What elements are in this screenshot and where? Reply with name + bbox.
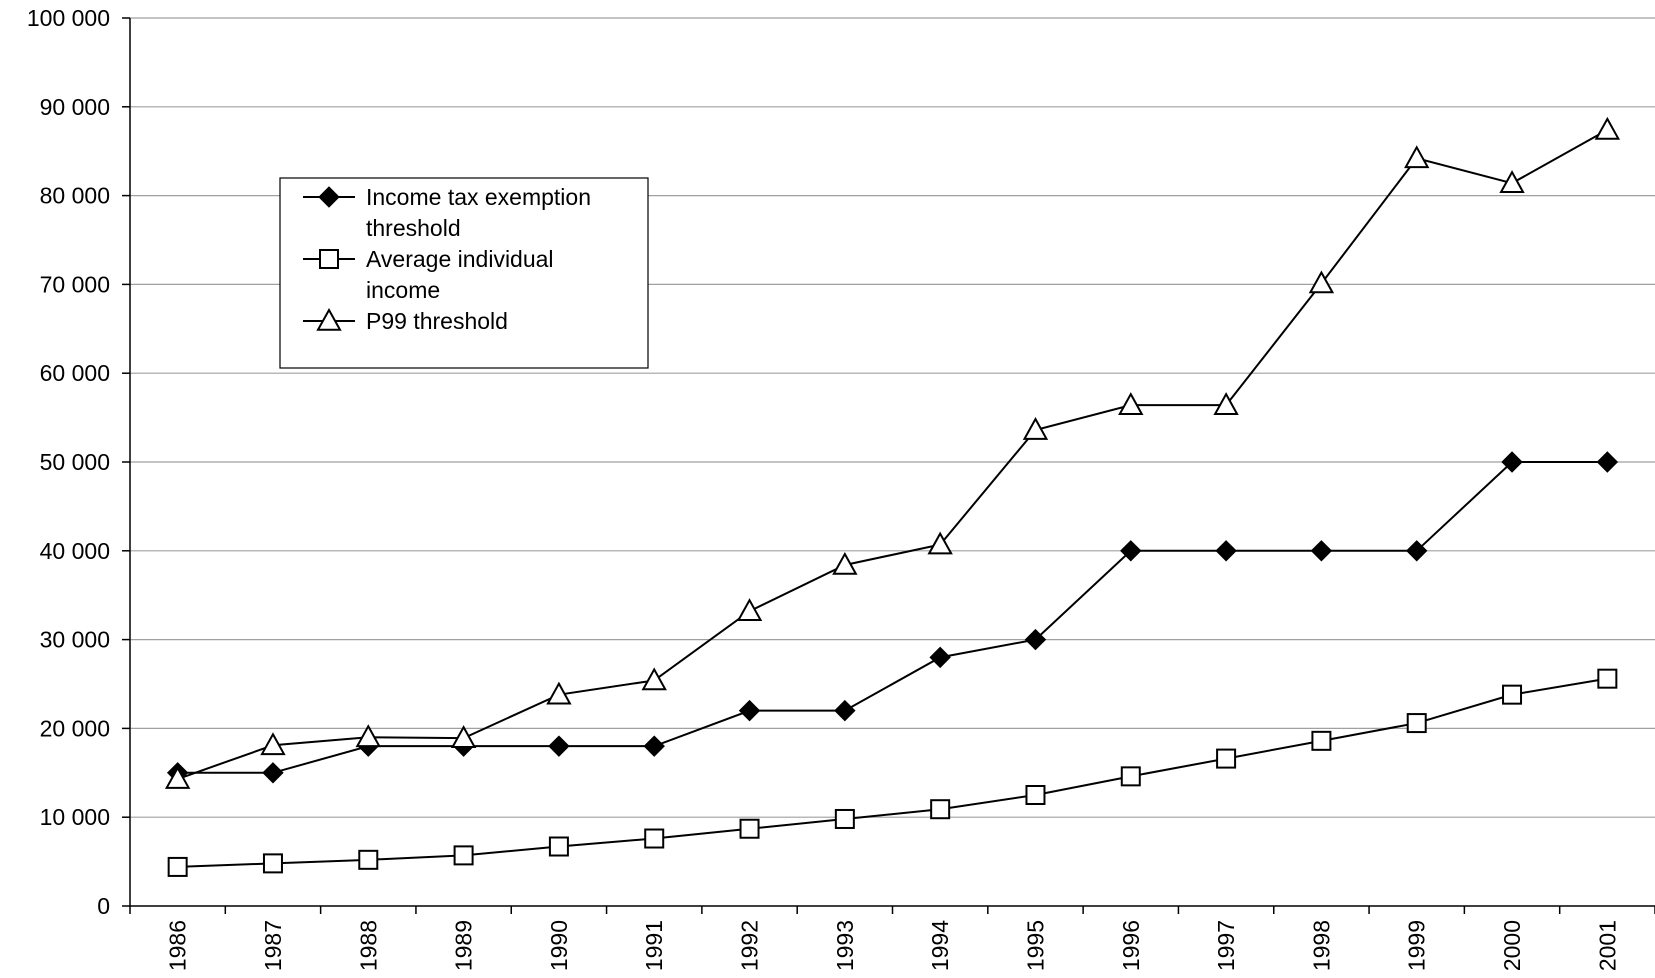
data-point <box>167 856 188 877</box>
data-point <box>739 818 760 839</box>
x-tick-label: 1995 <box>1022 920 1048 971</box>
legend-label: threshold <box>366 215 461 241</box>
x-tick-label: 1997 <box>1213 920 1239 971</box>
data-point <box>548 836 569 857</box>
x-tick-label: 1991 <box>641 920 667 971</box>
x-tick-label: 2000 <box>1499 920 1525 971</box>
x-tick-label: 1989 <box>451 920 477 971</box>
data-point <box>834 699 856 722</box>
y-tick-label: 30 000 <box>40 627 110 653</box>
data-point <box>1024 628 1047 651</box>
series-1 <box>167 668 1618 877</box>
axes: 0 10 000 20 000 30 000 40 000 50 000 60 000 70 … <box>27 5 1655 971</box>
series-group <box>164 116 1621 877</box>
y-tick-label: 80 000 <box>40 183 110 209</box>
series-line <box>177 129 1608 780</box>
data-point <box>1216 748 1237 769</box>
x-tick-label: 1986 <box>165 920 191 971</box>
series-line <box>177 677 1608 868</box>
data-point <box>738 699 761 722</box>
data-point <box>1120 540 1142 562</box>
legend-marker <box>316 307 342 331</box>
x-tick-label: 1990 <box>546 920 572 971</box>
legend-item: P99 threshold <box>303 307 508 334</box>
data-point <box>1597 668 1618 689</box>
data-point <box>1308 270 1335 294</box>
legend-box <box>279 177 649 369</box>
data-point <box>1022 416 1049 440</box>
data-point <box>262 853 283 874</box>
x-tick-label: 1999 <box>1404 920 1430 971</box>
legend-label: P99 threshold <box>366 308 508 334</box>
data-point <box>644 828 665 849</box>
y-tick-label: 70 000 <box>40 271 110 297</box>
data-point <box>450 725 477 748</box>
y-tick-label: 40 000 <box>40 538 110 564</box>
data-point <box>164 765 191 789</box>
gridlines <box>130 17 1655 818</box>
data-point <box>1213 392 1239 415</box>
data-point <box>929 646 951 669</box>
data-point <box>832 551 858 575</box>
legend-label: Income tax exemption <box>366 184 591 210</box>
legend-item: Average individual income <box>303 246 554 303</box>
data-point <box>1406 713 1427 734</box>
x-tick-label: 1987 <box>260 920 286 971</box>
legend-item: Income tax exemption threshold <box>303 184 591 241</box>
x-tick-label: 1988 <box>355 920 381 971</box>
legend-label: income <box>366 277 440 303</box>
x-tick-label: 1998 <box>1308 920 1334 971</box>
data-point <box>546 681 572 705</box>
x-tick-label: 1996 <box>1118 920 1144 971</box>
y-tick-label: 90 000 <box>40 94 110 120</box>
x-tick-label: 2001 <box>1594 920 1620 971</box>
data-point <box>1502 684 1523 705</box>
data-point <box>358 849 379 870</box>
y-tick-label: 10 000 <box>40 804 110 830</box>
data-point <box>262 762 284 784</box>
data-point <box>1025 785 1046 805</box>
series-line <box>177 461 1608 774</box>
data-point <box>453 845 474 866</box>
data-point <box>1310 540 1333 562</box>
legend: Income tax exemption threshold Average ind… <box>279 177 649 369</box>
series-0 <box>166 451 1619 784</box>
data-point <box>1501 451 1523 473</box>
data-point <box>1311 730 1332 751</box>
data-point <box>927 531 953 555</box>
data-point <box>1215 540 1237 562</box>
data-point <box>1404 145 1430 169</box>
y-tick-label: 60 000 <box>40 360 110 386</box>
y-tick-label: 100 000 <box>27 5 110 31</box>
x-tick-label: 1993 <box>832 920 858 971</box>
data-point <box>834 808 855 829</box>
data-point <box>736 598 763 621</box>
data-point <box>930 799 951 820</box>
legend-marker <box>319 249 339 269</box>
y-tick-label: 50 000 <box>40 449 110 475</box>
data-point <box>548 735 570 757</box>
data-point <box>1120 766 1141 787</box>
data-point <box>641 667 667 691</box>
data-point <box>1499 170 1525 193</box>
x-tick-label: 1992 <box>737 920 763 971</box>
data-point <box>260 732 286 756</box>
data-point <box>1594 116 1621 140</box>
data-point <box>643 735 665 757</box>
x-tick-label: 1994 <box>927 920 953 971</box>
data-point <box>1118 392 1144 415</box>
data-point <box>1596 451 1619 473</box>
data-point <box>355 724 381 748</box>
legend-label: Average individual <box>366 246 554 272</box>
y-tick-label: 20 000 <box>40 715 110 741</box>
legend-marker <box>318 186 340 208</box>
series-2 <box>164 116 1621 789</box>
data-point <box>1406 540 1428 562</box>
y-tick-label: 0 <box>97 893 110 919</box>
